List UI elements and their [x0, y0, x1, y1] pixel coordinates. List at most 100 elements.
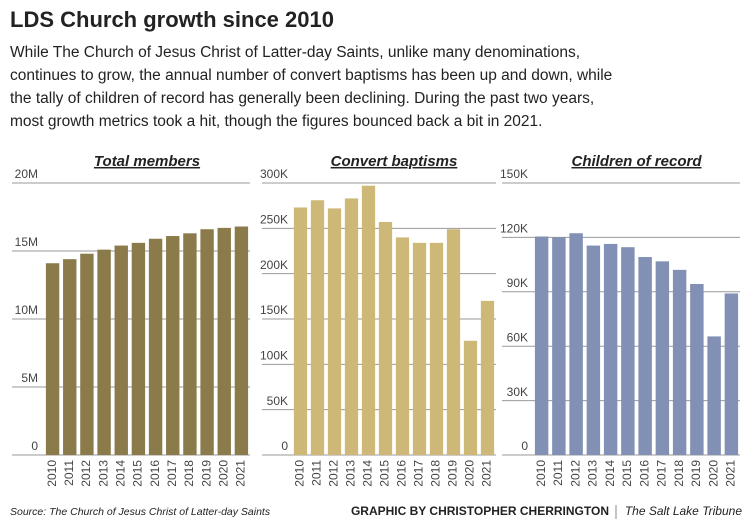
bar	[361, 185, 376, 455]
bar	[446, 229, 461, 455]
bar	[148, 238, 163, 455]
bar	[655, 261, 670, 455]
outlet: The Salt Lake Tribune	[625, 504, 743, 518]
subtitle-line: most growth metrics took a hit, though t…	[10, 113, 542, 130]
x-tick-label: 2016	[148, 460, 162, 487]
y-tick-label: 30K	[507, 385, 528, 399]
y-tick-label: 0	[281, 439, 288, 453]
x-tick-label: 2015	[620, 460, 634, 487]
title: LDS Church growth since 2010	[10, 7, 334, 32]
x-tick-label: 2019	[446, 460, 460, 487]
y-tick-label: 300K	[260, 167, 288, 181]
x-tick-label: 2016	[637, 460, 651, 487]
credit: GRAPHIC BY CHRISTOPHER CHERRINGTON	[351, 504, 609, 518]
y-tick-label: 5M	[21, 371, 38, 385]
bar	[569, 233, 583, 455]
x-tick-label: 2017	[655, 460, 669, 487]
y-tick-label: 15M	[15, 235, 38, 249]
y-tick-label: 150K	[260, 303, 288, 317]
bar	[463, 340, 478, 455]
x-tick-label: 2013	[586, 460, 600, 487]
x-tick-label: 2015	[131, 460, 145, 487]
bar	[534, 236, 549, 455]
bar	[131, 242, 146, 455]
bar	[480, 300, 495, 455]
x-tick-label: 2011	[310, 460, 324, 486]
bar	[378, 221, 393, 455]
y-tick-label: 0	[521, 439, 528, 453]
panel-title: Total members	[94, 153, 200, 170]
x-tick-label: 2015	[378, 460, 392, 487]
x-tick-label: 2012	[568, 460, 582, 487]
y-tick-label: 0	[31, 439, 38, 453]
x-tick-label: 2013	[96, 460, 110, 487]
bar	[552, 237, 566, 455]
x-tick-label: 2018	[182, 460, 196, 487]
y-tick-label: 250K	[260, 213, 288, 227]
bar	[200, 229, 214, 455]
bar	[429, 242, 444, 455]
bar	[690, 284, 704, 455]
y-tick-label: 90K	[507, 276, 528, 290]
y-tick-label: 60K	[507, 330, 528, 344]
bar	[80, 253, 94, 455]
y-tick-label: 50K	[267, 394, 288, 408]
bar	[672, 269, 687, 455]
y-tick-label: 120K	[500, 222, 528, 236]
bar	[310, 200, 325, 455]
x-tick-label: 2010	[534, 460, 548, 487]
x-tick-label: 2011	[62, 460, 76, 486]
x-tick-label: 2010	[293, 460, 307, 487]
x-tick-label: 2021	[724, 460, 738, 487]
x-tick-label: 2021	[234, 460, 248, 487]
bar	[217, 227, 231, 455]
bar	[724, 293, 739, 455]
bar	[707, 336, 721, 455]
bar	[412, 242, 427, 455]
bar	[327, 208, 342, 455]
x-tick-label: 2011	[551, 460, 565, 486]
x-tick-label: 2020	[216, 460, 230, 487]
panel-title: Convert baptisms	[331, 153, 458, 170]
panel-title: Children of record	[571, 153, 702, 170]
bar	[638, 256, 652, 455]
x-tick-label: 2014	[603, 460, 617, 487]
y-tick-label: 100K	[260, 349, 288, 363]
bar	[114, 245, 128, 455]
x-tick-label: 2021	[480, 460, 494, 487]
x-tick-label: 2014	[113, 460, 127, 487]
x-tick-label: 2018	[672, 460, 686, 487]
y-tick-label: 10M	[15, 303, 38, 317]
subtitle-line: While The Church of Jesus Christ of Latt…	[10, 44, 580, 61]
x-tick-label: 2010	[45, 460, 59, 487]
bar	[293, 207, 308, 455]
x-tick-label: 2018	[429, 460, 443, 487]
y-tick-label: 150K	[500, 167, 528, 181]
x-tick-label: 2019	[199, 460, 213, 487]
bar	[45, 263, 60, 455]
bar	[621, 247, 635, 455]
y-tick-label: 20M	[15, 167, 38, 181]
bar	[603, 243, 618, 455]
x-tick-label: 2013	[344, 460, 358, 487]
bar	[166, 236, 180, 455]
bar	[586, 245, 601, 455]
x-tick-label: 2020	[463, 460, 477, 487]
bar	[97, 249, 111, 455]
x-tick-label: 2012	[327, 460, 341, 487]
bar	[183, 233, 197, 455]
bar	[63, 259, 77, 455]
bar	[395, 237, 410, 455]
y-tick-label: 200K	[260, 258, 288, 272]
x-tick-label: 2014	[361, 460, 375, 487]
x-tick-label: 2017	[412, 460, 426, 487]
bar	[234, 226, 249, 455]
bar	[344, 198, 359, 455]
subtitle-line: continues to grow, the annual number of …	[10, 67, 612, 84]
x-tick-label: 2017	[165, 460, 179, 487]
subtitle-line: the tally of children of record has gene…	[10, 90, 594, 107]
x-tick-label: 2020	[706, 460, 720, 487]
x-tick-label: 2012	[79, 460, 93, 487]
x-tick-label: 2019	[689, 460, 703, 487]
